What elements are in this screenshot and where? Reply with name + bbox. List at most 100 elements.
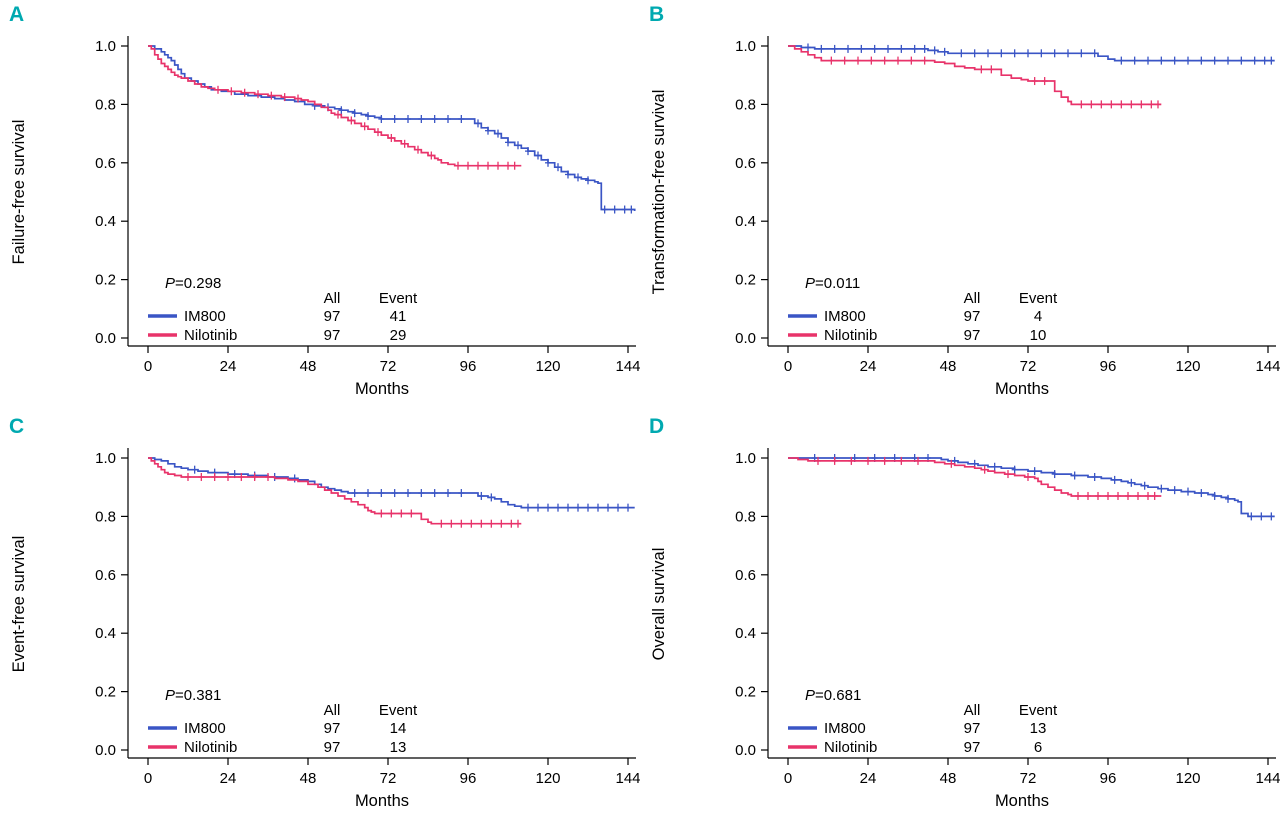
km-chart-event-free-survival: 0.0 0.2 0.4 0.6 0.8 1.0 0 24 48 72 96 120 144 Months E… [10, 448, 640, 810]
svg-text:0.6: 0.6 [735, 155, 756, 172]
svg-text:72: 72 [1020, 358, 1037, 375]
svg-text:1.0: 1.0 [735, 38, 756, 55]
svg-text:0: 0 [144, 358, 152, 375]
svg-text:0.2: 0.2 [95, 272, 116, 289]
svg-text:96: 96 [1100, 770, 1117, 787]
svg-text:97: 97 [324, 739, 341, 756]
svg-text:Event: Event [1019, 290, 1058, 307]
svg-text:Event: Event [379, 702, 418, 719]
svg-text:24: 24 [860, 358, 877, 375]
svg-text:Nilotinib: Nilotinib [184, 739, 237, 756]
svg-text:0.4: 0.4 [735, 213, 756, 230]
svg-text:Months: Months [995, 380, 1049, 398]
svg-text:10: 10 [1030, 327, 1047, 344]
svg-text:Nilotinib: Nilotinib [824, 739, 877, 756]
svg-text:97: 97 [964, 308, 981, 325]
svg-text:120: 120 [535, 770, 560, 787]
svg-text:0.8: 0.8 [735, 508, 756, 525]
svg-text:0.0: 0.0 [735, 742, 756, 759]
svg-text:96: 96 [460, 770, 477, 787]
km-panel-c: C 0.0 0.2 0.4 0.6 0.8 1.0 0 24 48 72 96 120 144 Month… [0, 412, 640, 825]
svg-text:24: 24 [860, 770, 877, 787]
svg-text:41: 41 [390, 308, 407, 325]
svg-text:P=0.011: P=0.011 [805, 275, 860, 292]
svg-text:Months: Months [355, 380, 409, 398]
svg-text:144: 144 [615, 770, 640, 787]
svg-text:Event-free survival: Event-free survival [10, 536, 28, 673]
svg-text:Months: Months [355, 792, 409, 810]
svg-text:Failure-free survival: Failure-free survival [10, 120, 28, 265]
svg-text:72: 72 [380, 770, 397, 787]
km-panel-b: B 0.0 0.2 0.4 0.6 0.8 1.0 0 24 48 72 96 120 144 Month… [640, 0, 1280, 412]
svg-text:0.4: 0.4 [95, 625, 116, 642]
svg-text:All: All [324, 702, 341, 719]
svg-text:48: 48 [300, 358, 317, 375]
svg-text:97: 97 [324, 308, 341, 325]
svg-text:0: 0 [144, 770, 152, 787]
svg-text:Months: Months [995, 792, 1049, 810]
svg-text:All: All [964, 290, 981, 307]
svg-text:0: 0 [784, 358, 792, 375]
svg-text:120: 120 [535, 358, 560, 375]
svg-text:P=0.681: P=0.681 [805, 687, 861, 704]
svg-text:14: 14 [390, 720, 407, 737]
svg-text:144: 144 [1255, 770, 1280, 787]
svg-text:IM800: IM800 [824, 308, 866, 325]
svg-text:0.4: 0.4 [735, 625, 756, 642]
svg-text:0.0: 0.0 [735, 330, 756, 347]
svg-text:13: 13 [390, 739, 407, 756]
svg-text:4: 4 [1034, 308, 1042, 325]
svg-text:97: 97 [324, 720, 341, 737]
svg-text:0: 0 [784, 770, 792, 787]
panel-letter-c: C [9, 415, 25, 438]
svg-text:0.6: 0.6 [735, 567, 756, 584]
svg-text:All: All [964, 702, 981, 719]
svg-text:0.4: 0.4 [95, 213, 116, 230]
svg-text:1.0: 1.0 [95, 38, 116, 55]
km-panel-d: D 0.0 0.2 0.4 0.6 0.8 1.0 0 24 48 72 96 120 144 Month… [640, 412, 1280, 825]
svg-text:120: 120 [1175, 770, 1200, 787]
svg-text:All: All [324, 290, 341, 307]
km-chart-overall-survival: 0.0 0.2 0.4 0.6 0.8 1.0 0 24 48 72 96 120 144 Months O… [650, 448, 1280, 810]
svg-text:0.0: 0.0 [95, 330, 116, 347]
km-chart-transformation-free-survival: 0.0 0.2 0.4 0.6 0.8 1.0 0 24 48 72 96 120 144 Months T… [650, 36, 1280, 398]
svg-text:0.6: 0.6 [95, 567, 116, 584]
km-panel-a: A 0.0 0.2 0.4 0.6 0.8 1.0 0 24 48 72 96 120 144 Month… [0, 0, 640, 412]
svg-text:144: 144 [1255, 358, 1280, 375]
panel-letter-d: D [649, 415, 665, 438]
svg-text:97: 97 [964, 327, 981, 344]
svg-text:0.2: 0.2 [735, 272, 756, 289]
svg-text:P=0.381: P=0.381 [165, 687, 221, 704]
svg-text:0.8: 0.8 [95, 96, 116, 113]
svg-text:96: 96 [460, 358, 477, 375]
svg-text:97: 97 [964, 739, 981, 756]
svg-text:0.2: 0.2 [735, 684, 756, 701]
svg-text:6: 6 [1034, 739, 1042, 756]
svg-text:Event: Event [379, 290, 418, 307]
svg-text:48: 48 [940, 358, 957, 375]
svg-text:Nilotinib: Nilotinib [824, 327, 877, 344]
km-chart-failure-free-survival: 0.0 0.2 0.4 0.6 0.8 1.0 0 24 48 72 96 120 144 Months F… [10, 36, 640, 398]
svg-text:Nilotinib: Nilotinib [184, 327, 237, 344]
svg-text:0.8: 0.8 [95, 508, 116, 525]
svg-text:29: 29 [390, 327, 407, 344]
svg-text:1.0: 1.0 [735, 450, 756, 467]
svg-text:1.0: 1.0 [95, 450, 116, 467]
panel-letter-b: B [649, 3, 665, 26]
svg-text:97: 97 [964, 720, 981, 737]
svg-text:IM800: IM800 [824, 720, 866, 737]
svg-text:120: 120 [1175, 358, 1200, 375]
svg-text:0.6: 0.6 [95, 155, 116, 172]
svg-text:0.0: 0.0 [95, 742, 116, 759]
svg-text:72: 72 [380, 358, 397, 375]
svg-text:Event: Event [1019, 702, 1058, 719]
svg-text:48: 48 [940, 770, 957, 787]
svg-text:96: 96 [1100, 358, 1117, 375]
panel-letter-a: A [9, 3, 25, 26]
svg-text:Overall survival: Overall survival [650, 548, 668, 661]
svg-text:24: 24 [220, 358, 237, 375]
svg-text:24: 24 [220, 770, 237, 787]
svg-text:IM800: IM800 [184, 720, 226, 737]
